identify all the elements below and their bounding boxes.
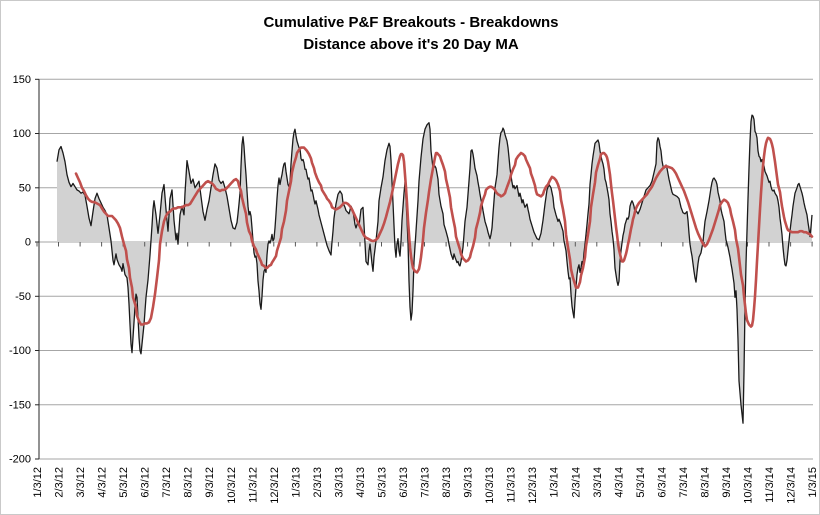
x-tick-label: 12/3/13 xyxy=(527,467,539,504)
x-tick-label: 5/3/13 xyxy=(377,467,389,498)
x-tick-label: 2/3/12 xyxy=(54,467,66,498)
x-tick-label: 10/3/12 xyxy=(226,467,238,504)
x-tick-label: 8/3/14 xyxy=(699,467,711,498)
chart-title-line2: Distance above it's 20 Day MA xyxy=(303,36,518,53)
y-tick-label: 150 xyxy=(13,74,31,86)
x-tick-label: 11/3/14 xyxy=(764,467,776,503)
y-tick-label: 100 xyxy=(13,128,31,140)
x-tick-label: 1/3/15 xyxy=(807,467,819,498)
chart-title-line1: Cumulative P&F Breakouts - Breakdowns xyxy=(263,14,558,31)
y-tick-label: -50 xyxy=(15,291,31,303)
y-tick-label: 0 xyxy=(25,237,31,249)
y-tick-label: -150 xyxy=(9,399,31,411)
x-tick-label: 5/3/14 xyxy=(635,467,647,498)
x-tick-label: 12/3/12 xyxy=(269,467,281,504)
x-tick-label: 12/3/14 xyxy=(786,467,798,504)
x-tick-label: 6/3/13 xyxy=(398,467,410,498)
y-tick-label: 50 xyxy=(19,182,31,194)
x-tick-label: 3/3/14 xyxy=(592,467,604,498)
x-tick-label: 7/3/13 xyxy=(420,467,432,498)
x-tick-label: 7/3/12 xyxy=(161,467,173,498)
x-tick-label: 1/3/12 xyxy=(32,467,44,498)
x-tick-label: 6/3/14 xyxy=(656,467,668,498)
x-tick-label: 9/3/13 xyxy=(463,467,475,498)
x-tick-label: 11/3/13 xyxy=(506,467,518,503)
area-series-fill xyxy=(57,115,812,424)
x-tick-label: 4/3/13 xyxy=(355,467,367,498)
ma-line xyxy=(74,136,814,328)
x-tick-label: 5/3/12 xyxy=(118,467,130,498)
x-tick-label: 4/3/12 xyxy=(97,467,109,498)
x-tick-label: 8/3/13 xyxy=(441,467,453,498)
x-tick-label: 7/3/14 xyxy=(678,467,690,498)
x-tick-label: 2/3/14 xyxy=(570,467,582,498)
x-tick-label: 10/3/14 xyxy=(743,467,755,504)
x-tick-label: 8/3/12 xyxy=(183,467,195,498)
x-tick-label: 9/3/12 xyxy=(204,467,216,498)
x-tick-label: 4/3/14 xyxy=(613,467,625,498)
x-tick-label: 11/3/12 xyxy=(247,467,259,503)
y-tick-label: -200 xyxy=(9,454,31,466)
y-tick-label: -100 xyxy=(9,345,31,357)
x-tick-label: 9/3/14 xyxy=(721,467,733,498)
x-tick-label: 10/3/13 xyxy=(484,467,496,504)
breakouts-line xyxy=(56,114,813,424)
x-tick-label: 1/3/13 xyxy=(290,467,302,498)
x-tick-label: 1/3/14 xyxy=(549,467,561,498)
x-tick-label: 2/3/13 xyxy=(312,467,324,498)
x-tick-label: 3/3/12 xyxy=(75,467,87,498)
x-tick-label: 6/3/12 xyxy=(140,467,152,498)
x-tick-label: 3/3/13 xyxy=(333,467,345,498)
